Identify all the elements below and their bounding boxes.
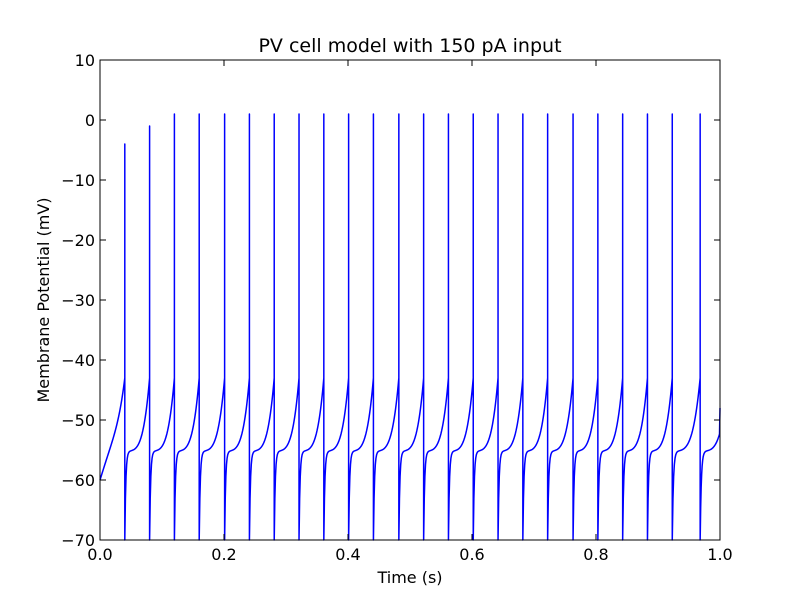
chart-title: PV cell model with 150 pA input — [258, 35, 561, 57]
x-axis: 0.0 0.2 0.4 0.6 0.8 1.0 — [87, 60, 733, 564]
plot-background — [100, 60, 720, 540]
membrane-potential-trace — [99, 113, 721, 541]
y-tick-label: −50 — [61, 411, 95, 430]
x-tick-label: 1.0 — [707, 545, 732, 564]
y-tick-label: 10 — [75, 51, 95, 70]
y-axis-label: Membrane Potential (mV) — [34, 197, 53, 402]
y-tick-label: −70 — [61, 531, 95, 550]
x-tick-label: 0.8 — [583, 545, 608, 564]
plot-area — [99, 59, 721, 541]
y-tick-label: −60 — [61, 471, 95, 490]
x-tick-label: 0.6 — [459, 545, 484, 564]
x-tick-label: 0.4 — [335, 545, 360, 564]
y-tick-label: −30 — [61, 291, 95, 310]
x-tick-label: 0.2 — [211, 545, 236, 564]
y-tick-label: −10 — [61, 171, 95, 190]
y-tick-label: −20 — [61, 231, 95, 250]
y-tick-label: 0 — [85, 111, 95, 130]
x-axis-label: Time (s) — [376, 568, 442, 587]
x-tick-label: 0.0 — [87, 545, 112, 564]
y-tick-label: −40 — [61, 351, 95, 370]
y-axis: −70 −60 −50 −40 −30 −20 −10 0 10 — [61, 51, 720, 550]
